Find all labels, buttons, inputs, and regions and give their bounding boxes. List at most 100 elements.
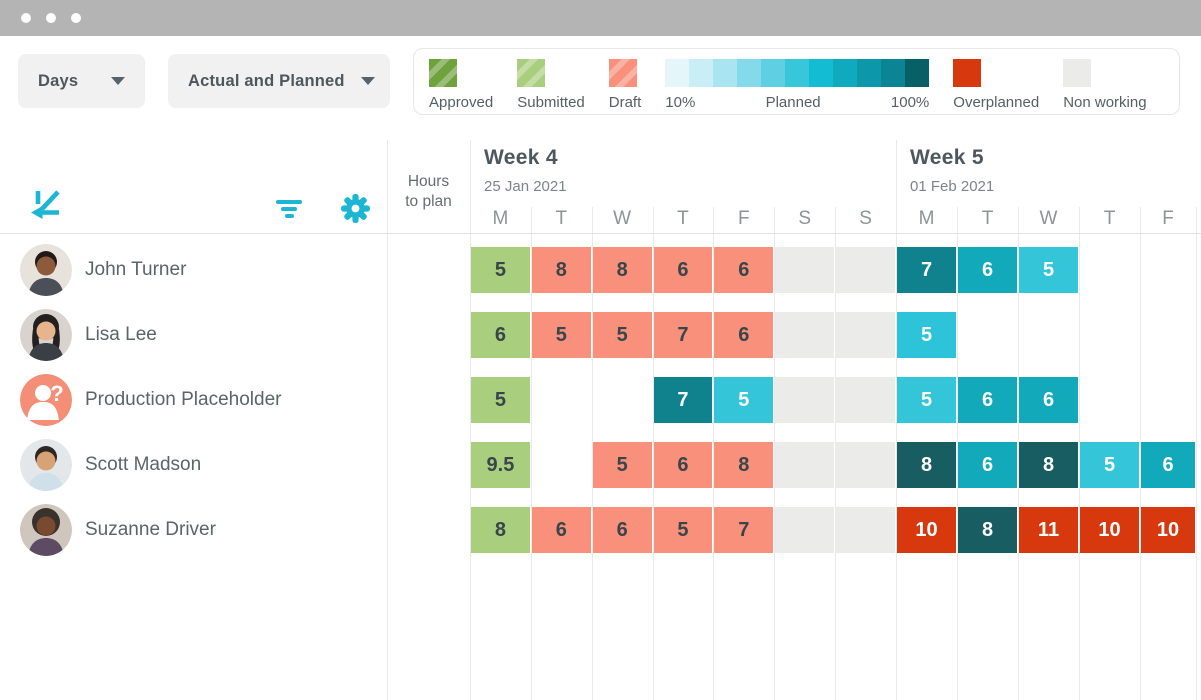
allocation-cell[interactable]: 6 (958, 247, 1017, 293)
allocation-cell[interactable]: 6 (471, 312, 530, 358)
allocation-cell[interactable]: 6 (714, 312, 774, 358)
allocation-cell[interactable]: 8 (592, 247, 652, 293)
planned-start-label: 10% (665, 94, 696, 111)
allocation-cell[interactable]: 10 (897, 507, 956, 553)
planned-gradient-step (881, 59, 906, 87)
draft-swatch-icon (608, 59, 637, 87)
allocation-cell[interactable]: 6 (653, 442, 713, 488)
allocation-cell[interactable]: 10 (1141, 507, 1195, 553)
allocation-cell[interactable]: 8 (714, 442, 774, 488)
allocation-cell[interactable]: 6 (653, 247, 713, 293)
planned-label: Planned (765, 94, 821, 111)
allocation-cell[interactable]: 6 (1019, 377, 1078, 423)
avatar (20, 308, 72, 361)
allocation-cell[interactable]: 5 (897, 377, 956, 423)
avatar: ? (20, 373, 72, 426)
legend-item-approved: Approved (429, 59, 493, 111)
day-header: M (918, 208, 935, 229)
allocation-cell[interactable]: 9.5 (471, 442, 530, 488)
allocation-cell[interactable]: 5 (471, 377, 530, 423)
allocation-cell[interactable]: 8 (1019, 442, 1078, 488)
grid-line-vertical (531, 207, 532, 700)
person-row[interactable]: Lisa Lee (0, 302, 386, 367)
allocation-cell[interactable]: 5 (897, 312, 956, 358)
planned-gradient-step (689, 59, 714, 87)
allocation-cell[interactable]: 5 (1019, 247, 1078, 293)
allocation-cell[interactable]: 10 (1080, 507, 1139, 553)
view-mode-dropdown-value: Actual and Planned (188, 71, 345, 90)
avatar (20, 243, 72, 296)
avatar (20, 438, 72, 491)
allocation-cell[interactable]: 6 (592, 507, 652, 553)
allocation-cell[interactable]: 8 (897, 442, 956, 488)
timescale-dropdown[interactable]: Days (18, 54, 145, 108)
grid-line-vertical (387, 140, 388, 700)
allocation-cell[interactable]: 5 (592, 312, 652, 358)
allocation-cell[interactable]: 6 (958, 377, 1017, 423)
non-working-cell (836, 247, 895, 293)
allocation-cell[interactable]: 6 (714, 247, 774, 293)
day-header: W (613, 208, 632, 229)
allocation-cell[interactable]: 6 (958, 442, 1017, 488)
person-row[interactable]: Suzanne Driver (0, 497, 386, 562)
allocation-cell[interactable]: 8 (958, 507, 1017, 553)
view-mode-dropdown[interactable]: Actual and Planned (168, 54, 390, 108)
person-row[interactable]: ? Production Placeholder (0, 367, 386, 432)
grid-line-vertical (1018, 207, 1019, 700)
allocation-cell[interactable]: 6 (531, 507, 591, 553)
filter-icon[interactable] (276, 200, 302, 218)
allocation-cell[interactable]: 11 (1019, 507, 1078, 553)
timescale-dropdown-value: Days (38, 71, 79, 90)
person-name: Scott Madson (85, 453, 202, 475)
settings-gear-icon[interactable] (340, 193, 371, 229)
day-header: T (677, 208, 689, 229)
allocation-cell[interactable]: 8 (531, 247, 591, 293)
window-dot-icon (21, 13, 31, 23)
day-header: M (492, 208, 509, 229)
non-working-cell (775, 377, 835, 423)
grid-line-vertical (470, 140, 471, 700)
planned-gradient-step (737, 59, 762, 87)
planned-gradient (665, 59, 930, 87)
week-title: Week 5 (910, 146, 984, 169)
allocation-cell[interactable]: 5 (592, 442, 652, 488)
allocation-cell[interactable]: 7 (653, 377, 713, 423)
allocation-cell[interactable]: 7 (714, 507, 774, 553)
person-row[interactable]: Scott Madson (0, 432, 386, 497)
person-name: John Turner (85, 258, 187, 280)
allocation-cell[interactable]: 5 (471, 247, 530, 293)
planned-end-label: 100% (890, 94, 930, 111)
person-name: Suzanne Driver (85, 518, 216, 540)
hours-header-line2: to plan (405, 193, 452, 210)
allocation-cell[interactable]: 5 (1080, 442, 1139, 488)
allocation-cell[interactable]: 8 (471, 507, 530, 553)
kelloo-logo-icon (28, 188, 64, 229)
allocation-cell[interactable]: 5 (531, 312, 591, 358)
grid-line-vertical (592, 207, 593, 700)
non-working-cell (775, 507, 835, 553)
week-title: Week 4 (484, 146, 558, 169)
planned-gradient-step (761, 59, 786, 87)
submitted-swatch-icon (517, 59, 546, 87)
legend-label: Submitted (517, 94, 585, 111)
day-header: T (1103, 208, 1116, 229)
allocation-cell[interactable]: 5 (714, 377, 774, 423)
non-working-cell (775, 247, 835, 293)
day-header: W (1039, 208, 1058, 229)
grid-line-vertical (653, 207, 654, 700)
person-row[interactable]: John Turner (0, 237, 386, 302)
day-header: S (859, 208, 872, 229)
legend-item-planned: 10% Planned 100% (665, 59, 930, 111)
allocation-cell[interactable]: 5 (653, 507, 713, 553)
non-working-swatch-icon (1063, 59, 1092, 87)
legend-item-draft: Draft (608, 59, 641, 111)
person-name: Lisa Lee (85, 323, 157, 345)
allocation-cell[interactable]: 6 (1141, 442, 1195, 488)
allocation-cell[interactable]: 7 (653, 312, 713, 358)
non-working-cell (836, 442, 895, 488)
approved-swatch-icon (429, 59, 457, 87)
legend-item-submitted: Submitted (517, 59, 585, 111)
allocation-cell[interactable]: 7 (897, 247, 956, 293)
day-header: T (555, 208, 568, 229)
